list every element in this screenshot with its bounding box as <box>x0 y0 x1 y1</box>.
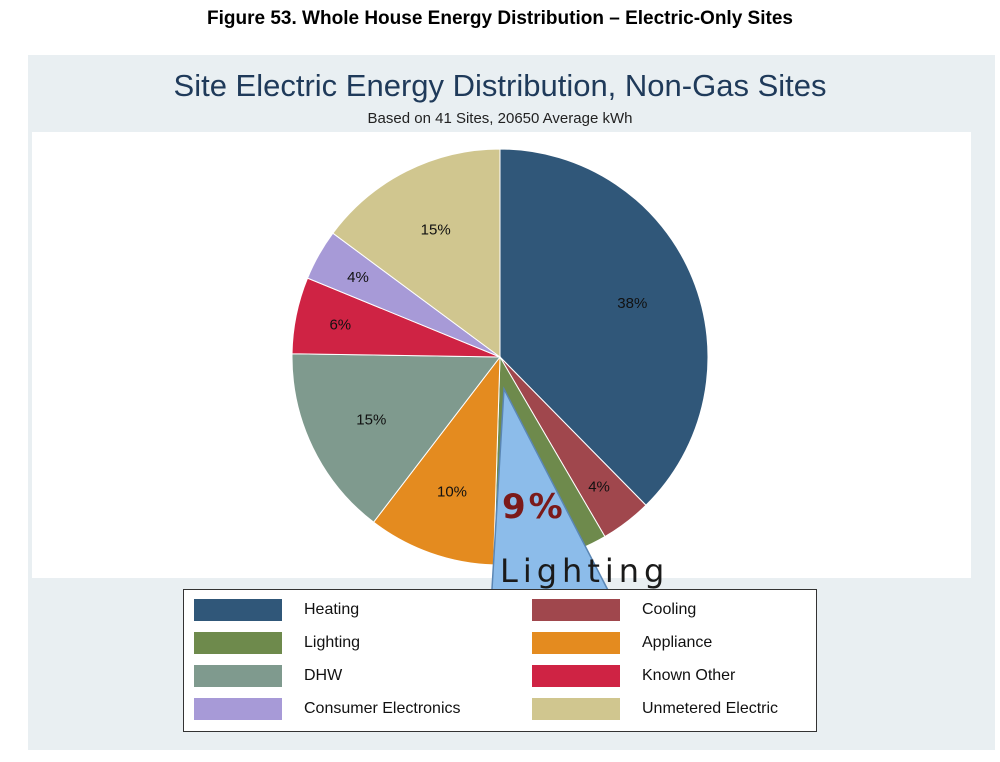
legend-item-lighting: Lighting <box>194 630 360 656</box>
slice-label-heating: 38% <box>617 295 647 312</box>
lighting-callout-value: 9% <box>502 487 566 527</box>
legend-label: Known Other <box>642 667 736 684</box>
legend-swatch <box>194 698 282 720</box>
legend-label: Heating <box>304 601 360 618</box>
slice-label-consumer-electronics: 4% <box>347 269 369 286</box>
legend-label: Appliance <box>642 634 713 651</box>
legend-item-known-other: Known Other <box>532 663 735 689</box>
legend-label: Consumer Electronics <box>304 700 461 717</box>
legend-item-dhw: DHW <box>194 663 342 689</box>
slice-label-unmetered-electric: 15% <box>421 221 451 238</box>
legend-item-appliance: Appliance <box>532 630 712 656</box>
legend-swatch <box>194 665 282 687</box>
pie-slice-appliance <box>372 355 501 566</box>
legend-item-heating: Heating <box>194 597 359 623</box>
legend-item-consumer-electronics: Consumer Electronics <box>194 696 461 722</box>
legend-swatch <box>532 599 620 621</box>
figure-caption: Figure 53. Whole House Energy Distributi… <box>207 8 793 29</box>
legend-swatch <box>532 665 620 687</box>
legend-swatch <box>532 632 620 654</box>
chart-subtitle: Based on 41 Sites, 20650 Average kWh <box>367 110 633 127</box>
slice-label-cooling: 4% <box>588 478 610 495</box>
pie-slice-unmetered-electric <box>332 148 501 358</box>
pie-slice-heating <box>499 148 709 506</box>
legend: Heating Cooling Lighting Appliance DHW Known … <box>183 589 817 732</box>
legend-label: Cooling <box>642 601 697 618</box>
pie-slice-dhw <box>291 353 502 523</box>
legend-item-unmetered-electric: Unmetered Electric <box>532 696 778 722</box>
legend-item-cooling: Cooling <box>532 597 696 623</box>
legend-label: Unmetered Electric <box>642 700 779 717</box>
slice-label-dhw: 15% <box>356 411 386 428</box>
chart-title: Site Electric Energy Distribution, Non-G… <box>173 68 827 103</box>
slice-label-known-other: 6% <box>329 316 351 333</box>
legend-label: DHW <box>304 667 343 684</box>
legend-swatch <box>532 698 620 720</box>
legend-label: Lighting <box>304 634 361 651</box>
legend-swatch <box>194 632 282 654</box>
legend-swatch <box>194 599 282 621</box>
slice-label-appliance: 10% <box>437 484 467 501</box>
lighting-callout-label: Lighting <box>500 552 669 590</box>
